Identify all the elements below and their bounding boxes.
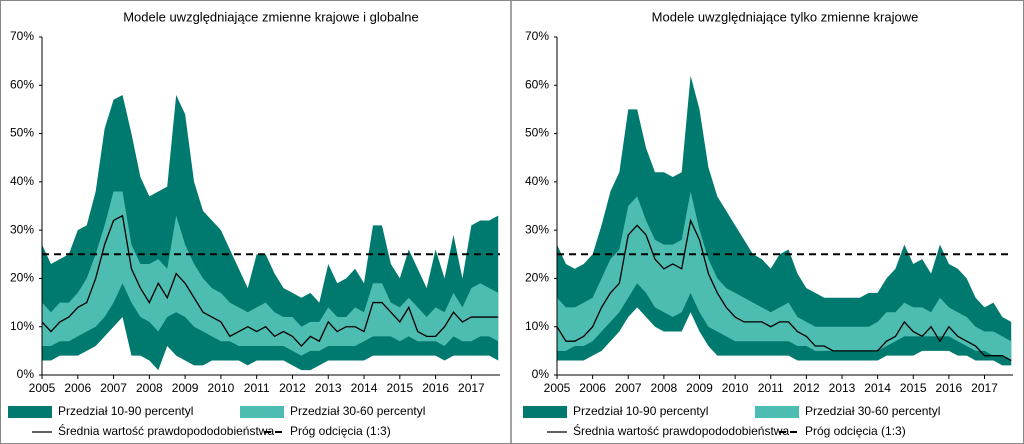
x-tick-label: 2010 <box>208 381 235 395</box>
legend-label: Próg odcięcia (1:3) <box>290 424 391 438</box>
y-tick-label: 20% <box>525 271 549 285</box>
y-tick-label: 10% <box>10 319 34 333</box>
x-tick-label: 2013 <box>315 381 342 395</box>
y-tick-label: 60% <box>525 77 549 91</box>
mean-line <box>556 218 1012 362</box>
legend-label: Przedział 10-90 percentyl <box>58 404 193 418</box>
x-tick-label: 2007 <box>615 381 642 395</box>
legend-swatch <box>755 406 799 418</box>
y-tick-label: 50% <box>10 126 34 140</box>
x-tick-label: 2008 <box>651 381 678 395</box>
x-tick-label: 2015 <box>386 381 413 395</box>
x-tick-label: 2017 <box>458 381 485 395</box>
band-area <box>42 191 499 356</box>
x-tick-label: 2006 <box>64 381 91 395</box>
legend-label: Przedział 30-60 percentyl <box>290 404 425 418</box>
legend-label: Próg odcięcia (1:3) <box>805 424 906 438</box>
x-tick-label: 2014 <box>351 381 378 395</box>
x-tick-label: 2016 <box>422 381 449 395</box>
legend-label: Średnia wartość prawdopododobieństwa <box>58 423 274 438</box>
legend-swatch <box>240 406 284 418</box>
x-tick-label: 2015 <box>900 381 927 395</box>
x-tick-label: 2009 <box>172 381 199 395</box>
chart-title: Modele uwzględniające zmienne krajowe i … <box>123 9 419 24</box>
chart-title: Modele uwzględniające tylko zmienne kraj… <box>652 9 919 24</box>
y-tick-label: 0% <box>17 367 35 381</box>
x-tick-label: 2008 <box>136 381 163 395</box>
y-tick-label: 0% <box>532 367 550 381</box>
x-tick-label: 2005 <box>29 381 56 395</box>
legend-swatch <box>523 406 567 418</box>
mean-line <box>41 214 499 347</box>
y-tick-label: 40% <box>10 174 34 188</box>
x-tick-label: 2006 <box>579 381 606 395</box>
x-tick-label: 2011 <box>244 381 270 395</box>
x-tick-label: 2016 <box>936 381 963 395</box>
x-tick-label: 2012 <box>793 381 820 395</box>
x-tick-label: 2005 <box>544 381 571 395</box>
legend-label: Przedział 10-90 percentyl <box>573 404 708 418</box>
y-tick-label: 40% <box>525 174 549 188</box>
legend-swatch <box>8 406 52 418</box>
band-area <box>557 191 1012 361</box>
legend-label: Przedział 30-60 percentyl <box>805 404 940 418</box>
y-tick-label: 30% <box>525 222 549 236</box>
x-tick-label: 2014 <box>864 381 891 395</box>
legend-label: Średnia wartość prawdopododobieństwa <box>573 423 789 438</box>
x-tick-label: 2010 <box>722 381 749 395</box>
y-tick-label: 70% <box>525 29 549 43</box>
x-tick-label: 2011 <box>758 381 784 395</box>
x-tick-label: 2012 <box>279 381 306 395</box>
x-tick-label: 2017 <box>971 381 998 395</box>
y-tick-label: 70% <box>10 29 34 43</box>
x-tick-label: 2007 <box>100 381 127 395</box>
y-tick-label: 10% <box>525 319 549 333</box>
y-tick-label: 60% <box>10 77 34 91</box>
y-tick-label: 20% <box>10 271 34 285</box>
y-tick-label: 50% <box>525 126 549 140</box>
x-tick-label: 2009 <box>686 381 713 395</box>
x-tick-label: 2013 <box>829 381 856 395</box>
y-tick-label: 30% <box>10 222 34 236</box>
